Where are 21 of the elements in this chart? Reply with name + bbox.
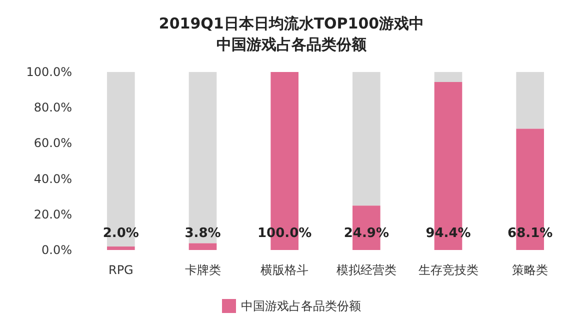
- y-tick-label: 100.0%: [26, 65, 72, 79]
- legend-label: 中国游戏占各品类份额: [241, 299, 361, 313]
- bar: [516, 72, 544, 129]
- y-tick-label: 20.0%: [34, 207, 72, 222]
- x-tick-label: 策略类: [512, 263, 548, 277]
- bar: [434, 72, 462, 82]
- x-tick-label: RPG: [108, 263, 134, 277]
- y-tick-label: 80.0%: [34, 100, 72, 115]
- y-tick-label: 60.0%: [34, 136, 72, 150]
- y-tick-label: 40.0%: [34, 172, 72, 186]
- bar: [352, 72, 380, 206]
- x-tick-label: 生存竞技类: [418, 263, 478, 277]
- data-label: 2.0%: [102, 226, 139, 241]
- y-tick-label: 0.0%: [42, 243, 72, 257]
- x-tick-label: 模拟经营类: [336, 263, 396, 277]
- bar: [188, 243, 217, 250]
- x-tick-label: 横版格斗: [260, 263, 309, 277]
- data-label: 3.8%: [184, 226, 221, 241]
- x-tick-label: 卡牌类: [184, 263, 221, 277]
- bar: [107, 246, 135, 250]
- chart-title: 2019Q1日本日均流水TOP100游戏中中国游戏占各品类份额: [158, 14, 424, 54]
